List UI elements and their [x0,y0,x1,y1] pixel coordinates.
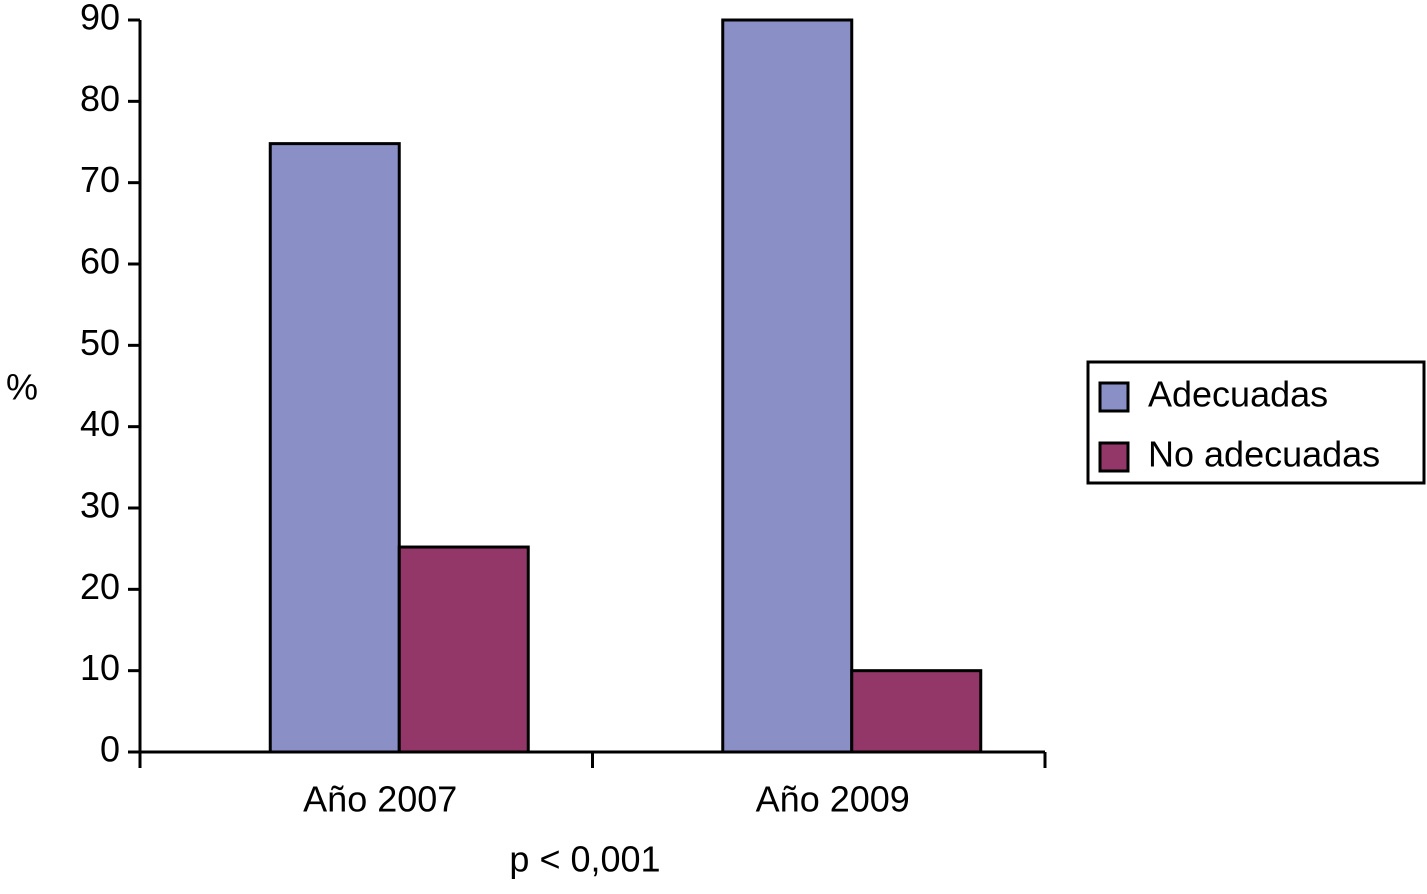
y-axis-label: % [6,367,38,408]
bar [850,669,983,754]
y-tick-label: 40 [80,403,120,444]
y-tick-label: 10 [80,647,120,688]
legend-label: No adecuadas [1148,434,1380,475]
y-tick-label: 20 [80,566,120,607]
y-tick-label: 0 [100,729,120,770]
legend-swatch [1098,381,1130,413]
legend-label: Adecuadas [1148,374,1328,415]
y-tick-label: 90 [80,0,120,38]
bar [397,545,530,754]
bar [268,142,401,754]
y-tick-label: 60 [80,241,120,282]
y-tick-label: 30 [80,485,120,526]
y-tick-label: 70 [80,159,120,200]
y-tick-label: 50 [80,322,120,363]
bar [721,18,854,754]
x-tick-label: Año 2007 [303,779,457,820]
y-tick-label: 80 [80,78,120,119]
legend-box [1086,360,1426,485]
legend-swatch [1098,441,1130,473]
x-tick-label: Año 2009 [756,779,910,820]
annotation: p < 0,001 [509,839,660,880]
